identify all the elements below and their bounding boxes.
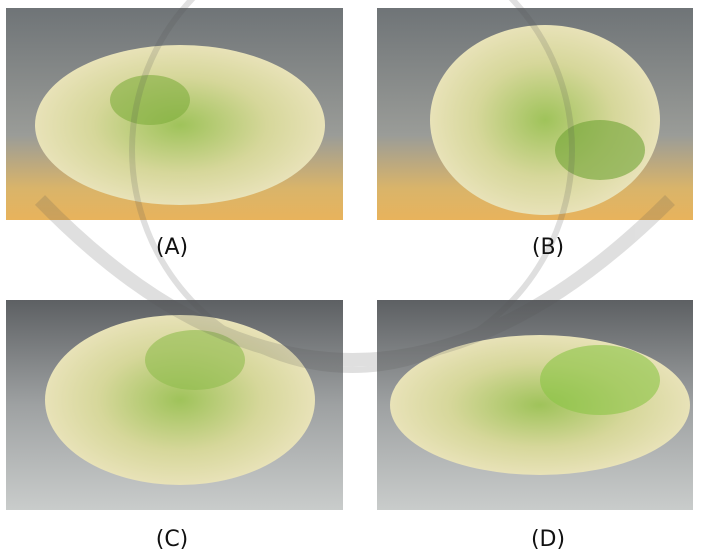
- panel-label: (A): [156, 235, 188, 260]
- panel-label: (D): [531, 527, 565, 552]
- panel-label: (C): [156, 527, 189, 552]
- panel-c: [6, 300, 343, 510]
- green-tissue: [110, 75, 190, 125]
- panel-b: [377, 8, 693, 220]
- callus: [35, 45, 325, 205]
- panel-a: [6, 8, 343, 220]
- green-tissue: [540, 345, 660, 415]
- panel-label: (B): [532, 235, 564, 260]
- callus: [430, 25, 660, 215]
- panel-d: [377, 300, 693, 510]
- figure: (A) (B) (C) (D): [0, 0, 703, 553]
